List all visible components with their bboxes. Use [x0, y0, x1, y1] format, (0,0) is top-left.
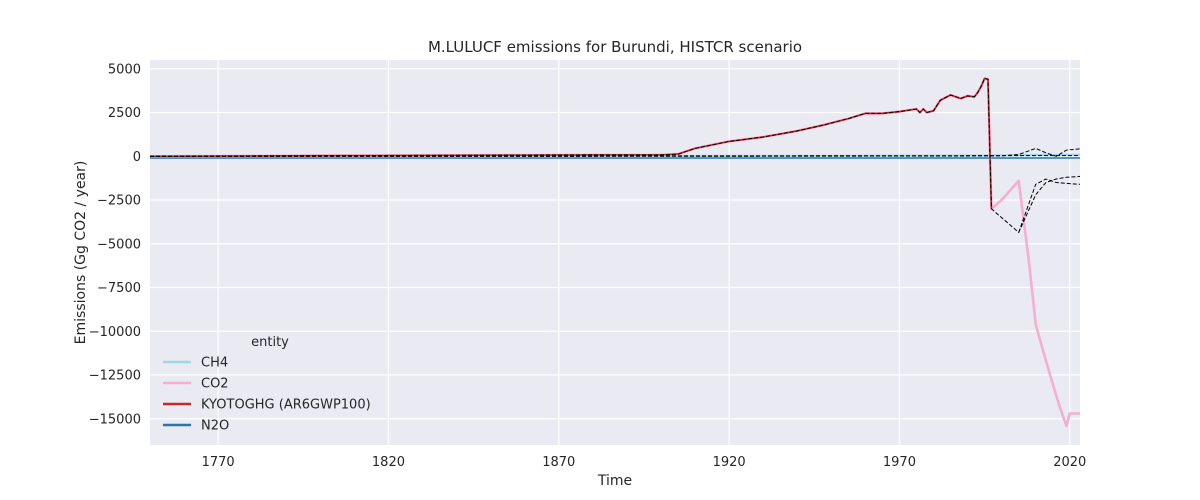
dashed-overlay-line-4 [150, 155, 1080, 157]
y-tick-label: 0 [133, 150, 141, 165]
y-tick-label: 5000 [108, 62, 141, 77]
legend-label-n2o: N2O [201, 419, 229, 434]
legend-label-ch4: CH4 [201, 356, 228, 371]
x-tick-label: 1820 [372, 455, 405, 470]
dashed-overlay-line-2 [1018, 178, 1080, 233]
x-tick-label: 1970 [883, 455, 916, 470]
y-tick-label: −12500 [89, 369, 141, 384]
x-axis-label: Time [597, 473, 632, 489]
y-tick-label: −7500 [97, 281, 141, 296]
x-tick-label: 1920 [713, 455, 746, 470]
legend-label-kyotoghg-ar6gwp100: KYOTOGHG (AR6GWP100) [201, 398, 371, 413]
legend-label-co2: CO2 [201, 377, 229, 392]
y-tick-label: −2500 [97, 194, 141, 209]
y-tick-label: 2500 [108, 106, 141, 121]
x-tick-label: 2020 [1053, 455, 1086, 470]
dashed-overlay-line-1 [150, 77, 1080, 234]
dashed-overlay-layer [150, 77, 1080, 234]
y-axis-label: Emissions (Gg CO2 / year) [73, 161, 89, 345]
y-tick-labels: 5000 2500 0 −2500 −5000 −7500 −10000 −12500 −150… [89, 62, 141, 427]
y-tick-label: −5000 [97, 237, 141, 252]
legend: entity CH4 CO2 KYOTOGHG (AR6GWP100) N2O [163, 335, 371, 434]
x-tick-label: 1870 [542, 455, 575, 470]
x-tick-label: 1770 [202, 455, 235, 470]
gridlines [150, 60, 1080, 445]
x-tick-labels: 1770 1820 1870 1920 1970 2020 [202, 455, 1087, 470]
y-tick-label: −15000 [89, 412, 141, 427]
legend-title: entity [251, 335, 289, 350]
chart-title: M.LULUCF emissions for Burundi, HISTCR s… [428, 38, 802, 56]
plot-background [150, 60, 1080, 445]
y-tick-label: −10000 [89, 325, 141, 340]
